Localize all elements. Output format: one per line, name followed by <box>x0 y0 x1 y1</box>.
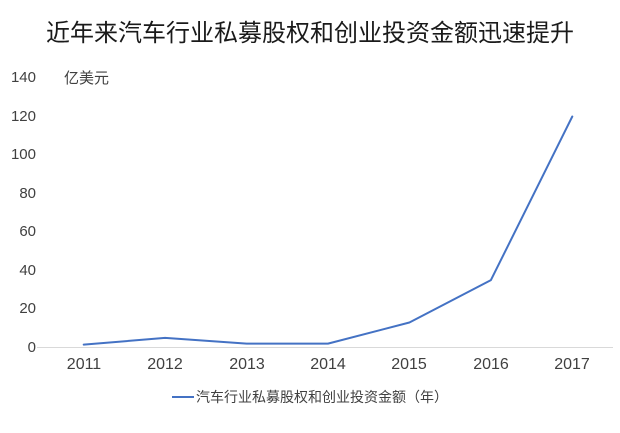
y-tick-label: 100 <box>10 146 36 163</box>
y-tick-label: 80 <box>19 185 36 202</box>
legend: 汽车行业私募股权和创业投资金额（年） <box>0 387 620 407</box>
x-tick-label: 2016 <box>473 356 509 373</box>
x-tick-label: 2011 <box>66 356 102 373</box>
y-tick-label: 60 <box>19 223 36 240</box>
investment-series-line <box>82 115 574 346</box>
y-tick-label: 120 <box>10 108 36 125</box>
y-axis-unit-label: 亿美元 <box>64 70 110 87</box>
x-tick-label: 2015 <box>391 356 427 373</box>
y-tick-label: 140 <box>10 69 36 86</box>
x-tick-label: 2014 <box>310 356 346 373</box>
y-tick-label: 0 <box>27 339 36 356</box>
y-tick-label: 20 <box>19 300 36 317</box>
x-tick-label: 2013 <box>229 356 265 373</box>
chart-title: 近年来汽车行业私募股权和创业投资金额迅速提升 <box>46 20 574 47</box>
x-tick-label: 2017 <box>554 356 590 373</box>
x-tick-label: 2012 <box>147 356 183 373</box>
legend-line-marker <box>172 396 194 398</box>
y-tick-label: 40 <box>19 262 36 279</box>
legend-label: 汽车行业私募股权和创业投资金额（年） <box>196 389 448 405</box>
